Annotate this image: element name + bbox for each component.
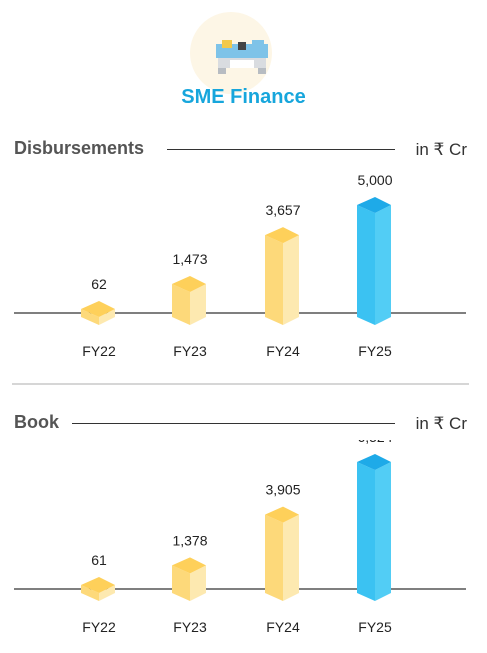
truck-building-icon (216, 40, 268, 74)
category-label: FY22 (82, 343, 116, 359)
value-label: 3,905 (265, 482, 300, 498)
bar-side-face (375, 462, 391, 601)
bar-fy22 (81, 301, 115, 325)
category-label: FY24 (266, 343, 300, 359)
book-chart: 61 FY22 1,378 FY23 3,905 FY24 6,524 FY25 (14, 440, 466, 635)
category-label: FY24 (266, 619, 300, 635)
category-label: FY22 (82, 619, 116, 635)
category-label: FY25 (358, 619, 392, 635)
category-label: FY23 (173, 619, 207, 635)
bar-front-face (172, 284, 190, 325)
bar-top-face (81, 577, 115, 593)
value-label: 61 (91, 552, 107, 568)
brand-title: SME Finance (181, 86, 306, 108)
section-rule (72, 423, 395, 424)
category-label: FY25 (358, 343, 392, 359)
unit-label: in ₹ Cr (415, 140, 467, 159)
disbursements-chart: 62 FY22 1,473 FY23 3,657 FY24 5,000 FY25 (14, 172, 466, 359)
bar-front-face (357, 462, 375, 601)
bar-top-face (265, 227, 299, 244)
bar-fy25 (357, 197, 391, 325)
bar-front-face (265, 235, 283, 325)
category-label: FY23 (173, 343, 207, 359)
bar-fy22 (81, 577, 115, 601)
bar-front-face (81, 309, 99, 325)
bar-fy25 (357, 454, 391, 601)
bar-top-face (172, 276, 206, 293)
bar-front-face (81, 585, 99, 601)
bar-fy24 (265, 227, 299, 325)
bar-side-face (99, 309, 115, 325)
bar-front-face (172, 565, 190, 601)
section-rule (167, 149, 395, 150)
bar-fy24 (265, 506, 299, 601)
bar-front-face (265, 514, 283, 601)
chart-title: Disbursements (14, 138, 153, 159)
bar-side-face (99, 585, 115, 601)
bar-side-face (190, 284, 206, 325)
bar-top-face (357, 197, 391, 213)
bar-fy23 (172, 276, 206, 325)
value-label: 3,657 (265, 202, 300, 218)
bar-side-face (283, 235, 299, 325)
divider (12, 383, 469, 385)
bar-top-face (172, 557, 206, 574)
bar-top-face (81, 301, 115, 317)
bar-side-face (283, 514, 299, 601)
value-label: 1,473 (172, 251, 207, 267)
value-label: 62 (91, 276, 107, 292)
value-label: 6,524 (357, 440, 392, 445)
value-label: 1,378 (172, 532, 207, 548)
bar-side-face (190, 565, 206, 601)
bar-fy23 (172, 557, 206, 601)
bar-front-face (357, 205, 375, 325)
bar-top-face (357, 454, 391, 470)
unit-label: in ₹ Cr (415, 414, 467, 433)
bar-side-face (375, 205, 391, 325)
chart-title: Book (14, 412, 67, 433)
value-label: 5,000 (357, 172, 392, 188)
bar-top-face (265, 506, 299, 523)
